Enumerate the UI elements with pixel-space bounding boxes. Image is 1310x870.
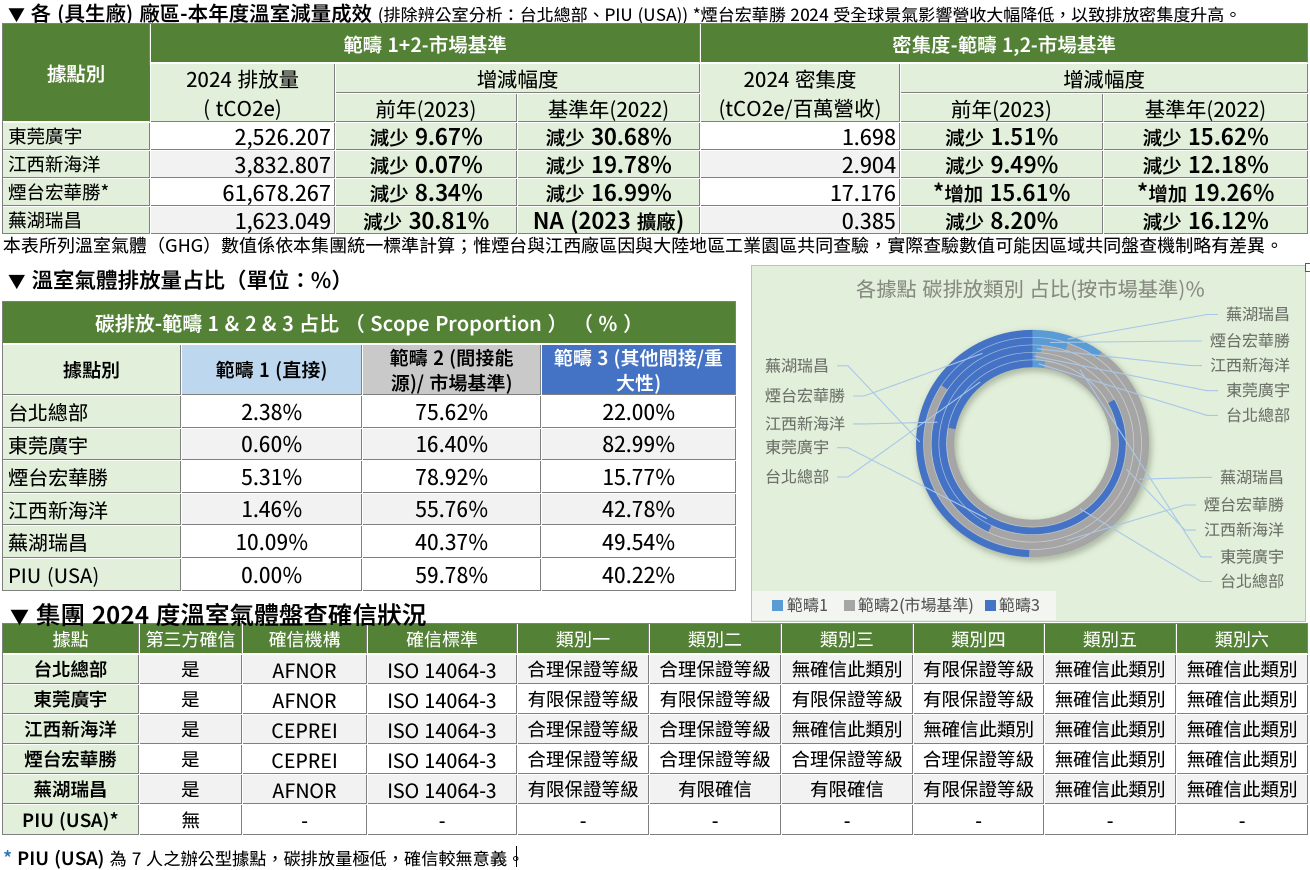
svg-text:台北總部: 台北總部 [1226, 402, 1290, 426]
svg-text:蕪湖瑞昌: 蕪湖瑞昌 [1220, 464, 1284, 488]
svg-text:東莞廣宇: 東莞廣宇 [765, 434, 829, 458]
svg-text:煙台宏華勝: 煙台宏華勝 [765, 383, 845, 407]
svg-text:東莞廣宇: 東莞廣宇 [1220, 543, 1284, 567]
svg-text:蕪湖瑞昌: 蕪湖瑞昌 [765, 352, 829, 376]
svg-text:煙台宏華勝: 煙台宏華勝 [1210, 328, 1290, 352]
svg-text:煙台宏華勝: 煙台宏華勝 [1204, 492, 1284, 516]
svg-text:蕪湖瑞昌: 蕪湖瑞昌 [1226, 301, 1290, 325]
svg-text:東莞廣宇: 東莞廣宇 [1226, 377, 1290, 401]
svg-text:台北總部: 台北總部 [1220, 568, 1284, 592]
svg-text:各據點 碳排放類別 占比(按市場基準)%: 各據點 碳排放類別 占比(按市場基準)% [856, 273, 1205, 303]
svg-text:江西新海洋: 江西新海洋 [1204, 517, 1284, 541]
svg-text:江西新海洋: 江西新海洋 [765, 410, 845, 434]
svg-text:江西新海洋: 江西新海洋 [1210, 352, 1290, 376]
svg-text:台北總部: 台北總部 [765, 464, 829, 488]
